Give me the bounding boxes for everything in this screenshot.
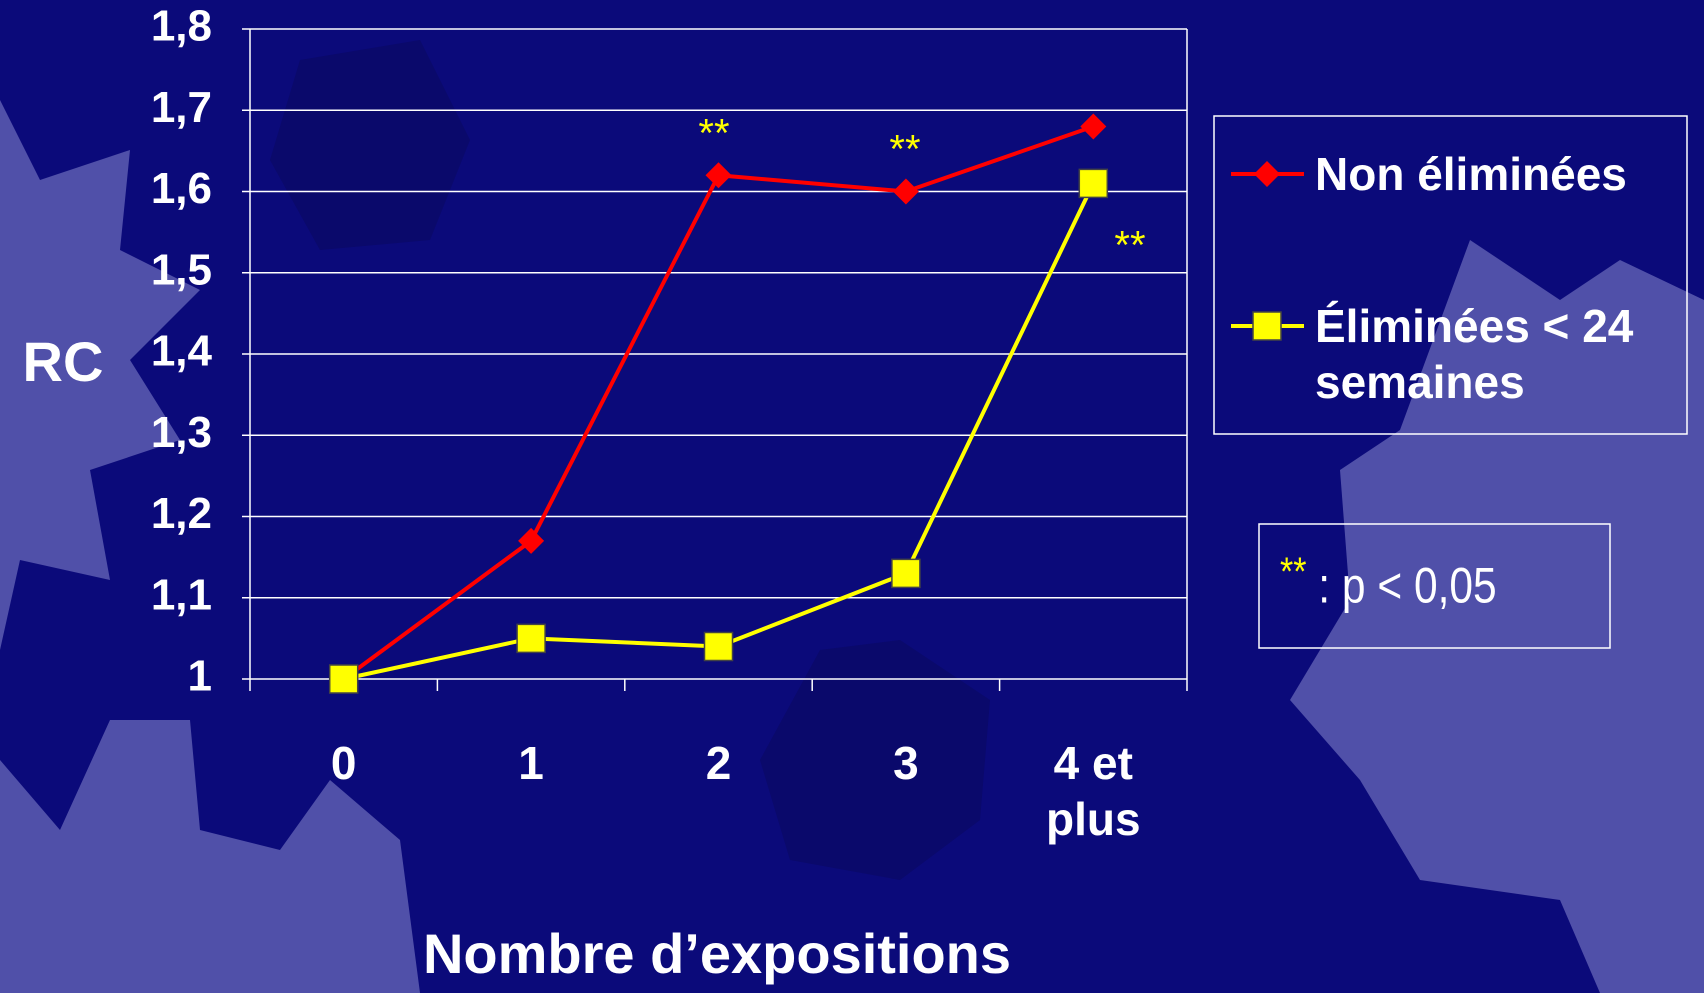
legend-marker (1254, 161, 1280, 187)
y-axis-title: RC (23, 330, 104, 393)
note-symbol: ** (1280, 550, 1307, 594)
y-tick-label: 1,5 (151, 245, 212, 294)
x-tick-label: 0 (330, 737, 357, 789)
legend-label: Non éliminées (1315, 148, 1627, 200)
series-line (342, 124, 1094, 681)
point (518, 527, 545, 554)
gear-shape (0, 720, 420, 993)
y-tick-label: 1,4 (151, 327, 213, 376)
gear-shape (1290, 240, 1704, 993)
x-tick-label: 2 (705, 737, 732, 789)
point (1080, 113, 1107, 140)
x-axis-title: Nombre d’expositions (422, 922, 1012, 985)
x-tick-label: 1 (518, 737, 544, 789)
note-box (1258, 523, 1611, 649)
point (516, 623, 546, 654)
gear-shape (270, 40, 470, 250)
y-tick-label: 1,8 (151, 2, 212, 51)
background-gears (0, 100, 1704, 993)
y-tick-label: 1,1 (151, 570, 212, 619)
y-tick-label: 1,3 (151, 408, 212, 457)
x-tick-label: 3 (893, 737, 919, 789)
y-tick-label: 1,7 (151, 83, 212, 132)
point (891, 558, 921, 589)
legend-label: Éliminées < 24 semaines (1315, 300, 1634, 409)
legend-box (1213, 115, 1688, 435)
y-tick-label: 1,2 (151, 489, 212, 538)
annotation: ** (1114, 224, 1145, 268)
annotation: ** (889, 128, 920, 172)
gear-shape (0, 100, 200, 650)
note: ** : p < 0,05 (1280, 550, 1497, 615)
point (703, 631, 734, 662)
point (705, 162, 732, 189)
gear-shape (760, 640, 990, 880)
x-tick-label: 4 et plus (1046, 737, 1141, 846)
annotation: ** (698, 112, 729, 156)
point (892, 178, 919, 205)
background-gears-dark (270, 40, 990, 880)
y-tick-label: 1,6 (151, 164, 212, 213)
legend-marker (1252, 311, 1282, 341)
y-tick-label: 1 (188, 652, 212, 701)
point (328, 664, 359, 694)
note-text: : p < 0,05 (1318, 557, 1497, 614)
point (1078, 168, 1109, 199)
series-line (343, 182, 1096, 681)
